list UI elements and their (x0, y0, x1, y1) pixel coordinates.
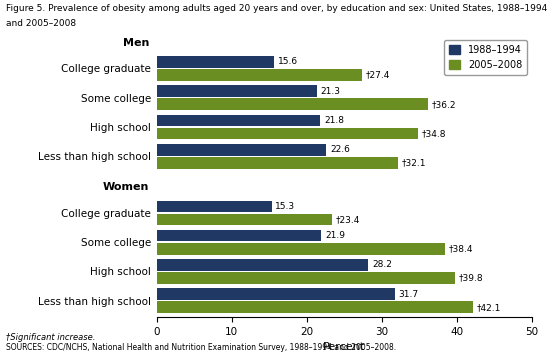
Text: 21.8: 21.8 (324, 116, 344, 125)
Bar (157, 272, 455, 284)
Text: 21.9: 21.9 (325, 231, 345, 240)
Bar (157, 128, 418, 139)
Text: Women: Women (103, 182, 150, 193)
Bar (157, 243, 445, 254)
Bar (157, 288, 395, 300)
Text: and 2005–2008: and 2005–2008 (6, 19, 76, 29)
Text: †Significant increase.: †Significant increase. (6, 333, 95, 342)
Text: †36.2: †36.2 (432, 100, 457, 109)
Text: 28.2: 28.2 (372, 260, 392, 269)
Bar (157, 69, 362, 81)
Text: Figure 5. Prevalence of obesity among adults aged 20 years and over, by educatio: Figure 5. Prevalence of obesity among ad… (6, 4, 547, 13)
Text: 22.6: 22.6 (330, 145, 350, 154)
Bar (157, 230, 321, 241)
Bar (157, 259, 368, 271)
Text: 31.7: 31.7 (398, 290, 418, 298)
Text: Men: Men (123, 38, 150, 48)
X-axis label: Percent: Percent (323, 342, 366, 352)
Bar (157, 301, 473, 313)
Bar (157, 157, 398, 169)
Text: 15.3: 15.3 (276, 202, 296, 211)
Bar (157, 56, 274, 68)
Bar (157, 99, 428, 110)
Text: 15.6: 15.6 (278, 57, 298, 67)
Text: †27.4: †27.4 (366, 70, 390, 80)
Text: †38.4: †38.4 (449, 244, 473, 253)
Text: †39.8: †39.8 (459, 274, 484, 283)
Text: SOURCES: CDC/NCHS, National Health and Nutrition Examination Survey, 1988–1994 a: SOURCES: CDC/NCHS, National Health and N… (6, 343, 396, 352)
Bar (157, 144, 326, 156)
Bar (157, 201, 272, 212)
Bar (157, 214, 333, 225)
Bar (157, 114, 320, 126)
Text: †23.4: †23.4 (336, 215, 361, 224)
Text: †42.1: †42.1 (477, 303, 501, 312)
Text: †32.1: †32.1 (402, 158, 426, 167)
Text: †34.8: †34.8 (422, 129, 446, 138)
Text: 21.3: 21.3 (320, 87, 340, 96)
Legend: 1988–1994, 2005–2008: 1988–1994, 2005–2008 (444, 40, 527, 75)
Bar (157, 85, 316, 97)
